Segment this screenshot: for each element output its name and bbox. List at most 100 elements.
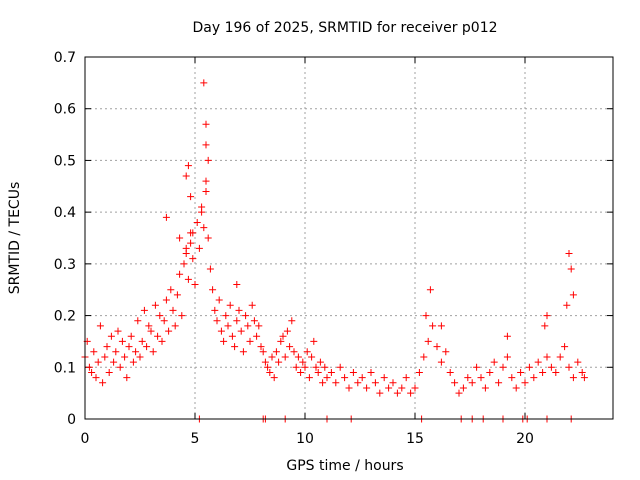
data-point (242, 312, 250, 320)
data-point (543, 312, 551, 320)
data-point (270, 374, 278, 382)
data-point (281, 353, 289, 361)
data-point (239, 348, 247, 356)
data-point (495, 379, 503, 387)
data-point (145, 322, 153, 330)
data-point (149, 348, 157, 356)
data-point (204, 156, 212, 164)
data-point (389, 379, 397, 387)
data-point (319, 379, 327, 387)
data-point (233, 317, 241, 325)
data-point (437, 322, 445, 330)
data-point (305, 374, 313, 382)
y-tick-label: 0.4 (54, 205, 76, 221)
data-point (202, 141, 210, 149)
data-point (503, 332, 511, 340)
y-tick-label: 0 (67, 412, 76, 428)
data-points (81, 79, 588, 423)
data-point (567, 265, 575, 273)
data-point (204, 234, 212, 242)
x-tick-label: 5 (191, 431, 200, 447)
x-tick-label: 20 (516, 431, 534, 447)
data-point (275, 358, 283, 366)
plot-frame (84, 56, 614, 420)
data-point (552, 368, 560, 376)
data-point (85, 363, 93, 371)
data-point (228, 332, 236, 340)
data-point (184, 162, 192, 170)
data-point (224, 322, 232, 330)
data-point (110, 358, 118, 366)
data-point (268, 353, 276, 361)
data-point (473, 363, 481, 371)
data-point (101, 353, 109, 361)
data-point (94, 358, 102, 366)
data-point (116, 363, 124, 371)
data-point (235, 306, 243, 314)
data-point (563, 301, 571, 309)
grid (85, 57, 613, 419)
data-point (332, 379, 340, 387)
data-point (292, 363, 300, 371)
data-point (380, 374, 388, 382)
data-point (345, 384, 353, 392)
data-point (477, 374, 485, 382)
y-tick-label: 0.6 (54, 102, 76, 118)
data-point (134, 317, 142, 325)
data-point (191, 281, 199, 289)
data-point (407, 389, 415, 397)
data-point (393, 389, 401, 397)
data-point (178, 312, 186, 320)
data-point (96, 322, 104, 330)
data-point (200, 224, 208, 232)
chart-title: Day 196 of 2025, SRMTID for receiver p01… (192, 20, 497, 36)
data-point (464, 374, 472, 382)
data-point (433, 343, 441, 351)
data-point (92, 374, 100, 382)
data-point (565, 363, 573, 371)
data-point (206, 265, 214, 273)
data-point (299, 358, 307, 366)
data-point (490, 358, 498, 366)
data-point (277, 337, 285, 345)
data-point (213, 317, 221, 325)
data-point (103, 343, 111, 351)
data-point (154, 332, 162, 340)
data-point (132, 348, 140, 356)
data-point (303, 348, 311, 356)
data-point (481, 384, 489, 392)
data-point (314, 368, 322, 376)
data-point (112, 348, 120, 356)
data-point (376, 389, 384, 397)
data-point (180, 260, 188, 268)
axis-ticks: 0 0.1 0.2 0.3 0.4 0.5 0.6 0.7 0 5 10 15 20 (54, 50, 613, 447)
data-point (171, 322, 179, 330)
data-point (316, 358, 324, 366)
data-point (105, 368, 113, 376)
data-point (354, 379, 362, 387)
data-point (226, 301, 234, 309)
data-point (246, 337, 254, 345)
data-point (451, 379, 459, 387)
data-point (565, 250, 573, 258)
data-point (459, 384, 467, 392)
data-point (349, 368, 357, 376)
data-point (147, 327, 155, 335)
data-point (517, 368, 525, 376)
data-point (415, 368, 423, 376)
data-point (114, 327, 122, 335)
data-point (136, 353, 144, 361)
data-point (118, 337, 126, 345)
data-point (162, 213, 170, 221)
data-point (200, 79, 208, 87)
data-point (187, 239, 195, 247)
data-point (539, 368, 547, 376)
data-point (543, 353, 551, 361)
data-point (215, 296, 223, 304)
data-point (499, 363, 507, 371)
data-point (336, 363, 344, 371)
data-point (437, 358, 445, 366)
data-point (272, 348, 280, 356)
data-point (455, 389, 463, 397)
data-point (486, 368, 494, 376)
